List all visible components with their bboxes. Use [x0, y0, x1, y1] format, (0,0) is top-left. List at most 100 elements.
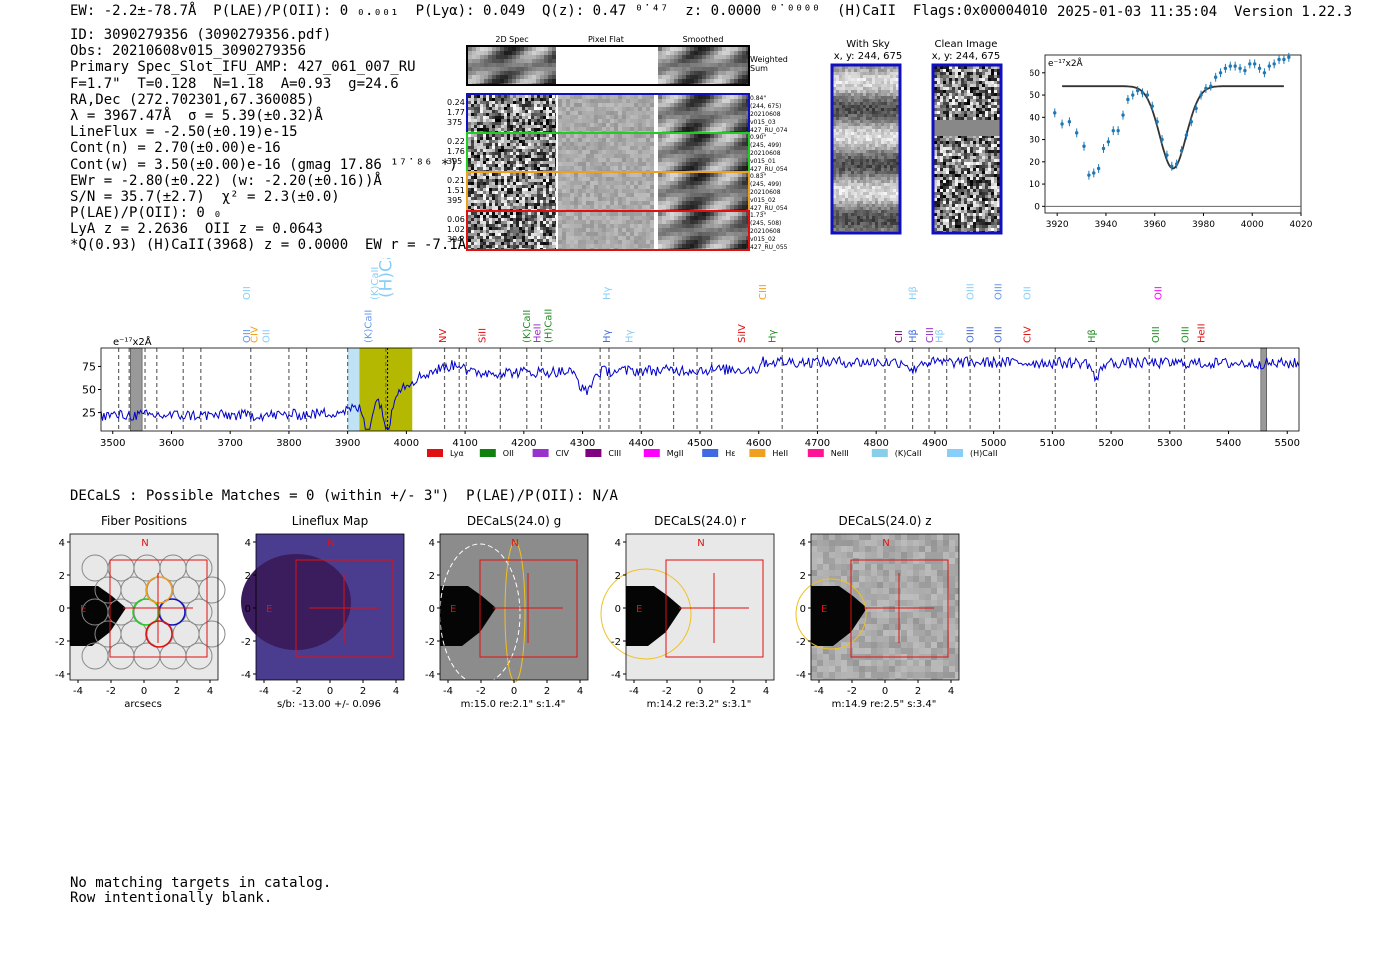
fiber-stat: 0.24: [447, 98, 465, 107]
panel-ytick-label: 0: [429, 604, 435, 615]
fiber-circle: [198, 620, 226, 648]
decals-thumbnails: Fiber Positions N E -4 4 -2 2 0 0 2 -2 4 -4 arcsecs Li…: [55, 514, 960, 710]
spectrum-xtick-label: 4800: [863, 438, 888, 449]
clean-mask-band: [934, 120, 1000, 136]
fit-data-point: [1116, 128, 1120, 133]
fiber-info: 0.83": [750, 173, 766, 180]
decals-panel: DECaLS(24.0) z N E -4 4 -2 2 0 0 2 -2 4 -4 m:14.9 re:…: [795, 514, 960, 710]
fiber-info: (245, 508): [750, 220, 781, 227]
fiber-info: v015_03: [750, 119, 776, 126]
fiber-stat: 1.76: [447, 147, 465, 156]
legend-label: Hε: [725, 449, 735, 458]
panel-caption: arcsecs: [124, 699, 162, 710]
spectrum-xtick-label: 5200: [1098, 438, 1123, 449]
panel-xtick-label: 0: [697, 686, 703, 697]
fiber-2d-spec: [468, 95, 556, 132]
panel-title: DECaLS(24.0) g: [467, 514, 561, 528]
panel-xtick-label: -2: [662, 686, 672, 697]
panel-ytick-label: 4: [429, 538, 435, 549]
with-sky-frame: [830, 63, 902, 235]
search-box: [479, 559, 578, 658]
info-line: LyA z = 2.2636 OII z = 0.0643: [70, 221, 323, 238]
spectrum-xtick-label: 3500: [100, 438, 125, 449]
legend-label: CIII: [608, 449, 621, 458]
spectrum-xtick-label: 4900: [922, 438, 947, 449]
fit-xtick-label: 4020: [1290, 220, 1313, 230]
fiber-stat: 395: [447, 196, 462, 205]
panel-ytick-label: 2: [615, 571, 621, 582]
fit-data-point: [1121, 113, 1125, 117]
spectrum-xtick-label: 5500: [1275, 438, 1300, 449]
fit-data-point: [1106, 140, 1111, 144]
fit-model-curve: [1062, 85, 1284, 170]
fiber-info: 1.73": [750, 212, 766, 219]
fit-xtick-label: 3980: [1192, 220, 1215, 230]
east-label: E: [821, 604, 827, 615]
panel-caption: s/b: -13.00 +/- 0.096: [277, 699, 381, 710]
panel-ytick-label: -4: [241, 670, 251, 681]
panel-xtick-label: -4: [629, 686, 639, 697]
fiber-info: 427_RU_074: [750, 127, 788, 134]
decals-panel: DECaLS(24.0) g N E -4 4 -2 2 0 0 2 -2 4 -4 m:15.0 re:…: [425, 514, 589, 710]
legend-swatch: [479, 449, 496, 457]
legend-label: Lyα: [450, 449, 464, 458]
fiber-info: 427_RU_055: [750, 244, 788, 251]
spectrum-xtick-label: 3700: [217, 438, 242, 449]
info-line: *Q(0.93) (H)CaII(3968) z = 0.0000 EW r =…: [70, 237, 467, 254]
emission-line-label: CIV: [1023, 326, 1034, 343]
legend-label: (H)CaII: [970, 449, 997, 458]
spectrum-xtick-label: 5000: [981, 438, 1006, 449]
fit-data-point: [1165, 153, 1169, 157]
legend-label: HeII: [772, 449, 788, 458]
isophote-ellipse: [439, 543, 521, 685]
info-line: S/N = 35.7(±2.7) χ² = 2.3(±0.0): [70, 188, 340, 205]
panel-ytick-label: -2: [796, 637, 806, 648]
spectrum-xtick-label: 5300: [1157, 438, 1182, 449]
full-spectrum-plot: 25 50 75 3500 3600 3700 3800 3900 4000 4100 4200 43…: [82, 258, 1300, 458]
fit-data-point: [1282, 57, 1286, 62]
info-line: Primary Spec_Slot_IFU_AMP: 427_061_007_R…: [70, 59, 416, 76]
panel-ytick-label: -4: [425, 670, 435, 681]
emission-line-label: OII: [242, 286, 253, 300]
spectrum-xtick-label: 3600: [159, 438, 184, 449]
emission-line-label: CIII: [758, 284, 769, 300]
panel-caption: m:14.2 re:3.2" s:3.1": [647, 699, 752, 710]
panel-xtick-label: 2: [174, 686, 180, 697]
fiber-info: 20210608: [750, 111, 781, 118]
search-box: [295, 559, 394, 658]
legend-swatch: [585, 449, 602, 457]
spectrum-ytick-label: 50: [82, 384, 96, 397]
panel-xtick-label: 2: [360, 686, 366, 697]
legend-swatch: [749, 449, 766, 457]
panel-title: DECaLS(24.0) r: [654, 514, 746, 528]
panel-xtick-label: 4: [207, 686, 213, 697]
decals-panel: DECaLS(24.0) r N E -4 4 -2 2 0 0 2 -2 4 -4 m:14.2 re:…: [600, 514, 775, 710]
fiber-info: 20210608: [750, 189, 781, 196]
fiber-pixel-flat: [558, 95, 654, 132]
source-ellipse: [600, 568, 692, 660]
panel-xtick-label: 0: [882, 686, 888, 697]
north-label: N: [327, 538, 334, 549]
panel-xtick-label: -2: [847, 686, 857, 697]
fit-data-point: [1140, 91, 1145, 95]
fit-data-point: [1218, 71, 1223, 75]
datetime-version: 2025-01-03 11:35:04 Version 1.22.3: [1057, 4, 1353, 20]
decals-panel: Fiber Positions N E -4 4 -2 2 0 0 2 -2 4 -4 arcsecs: [55, 514, 226, 710]
info-line: Obs: 20210608v015_3090279356: [70, 43, 307, 60]
emission-line-label: Hβ: [934, 329, 945, 343]
spectrum-xtick-label: 4500: [687, 438, 712, 449]
legend-swatch: [643, 449, 660, 457]
panel-ytick-label: 0: [59, 604, 65, 615]
galaxy-blob: [811, 586, 867, 646]
fit-data-point: [1228, 64, 1232, 68]
fiber-pixel-flat: [558, 134, 654, 171]
fiber-smoothed: [658, 134, 748, 171]
fit-data-point: [1092, 171, 1096, 175]
emission-line-label: (K)CaII: [370, 267, 381, 300]
fit-ytick-label: 30: [1030, 136, 1040, 146]
fit-xtick-label: 4000: [1241, 220, 1264, 230]
emission-line-label: SiIV: [737, 324, 748, 343]
weighted-2d-spec: [468, 47, 556, 84]
